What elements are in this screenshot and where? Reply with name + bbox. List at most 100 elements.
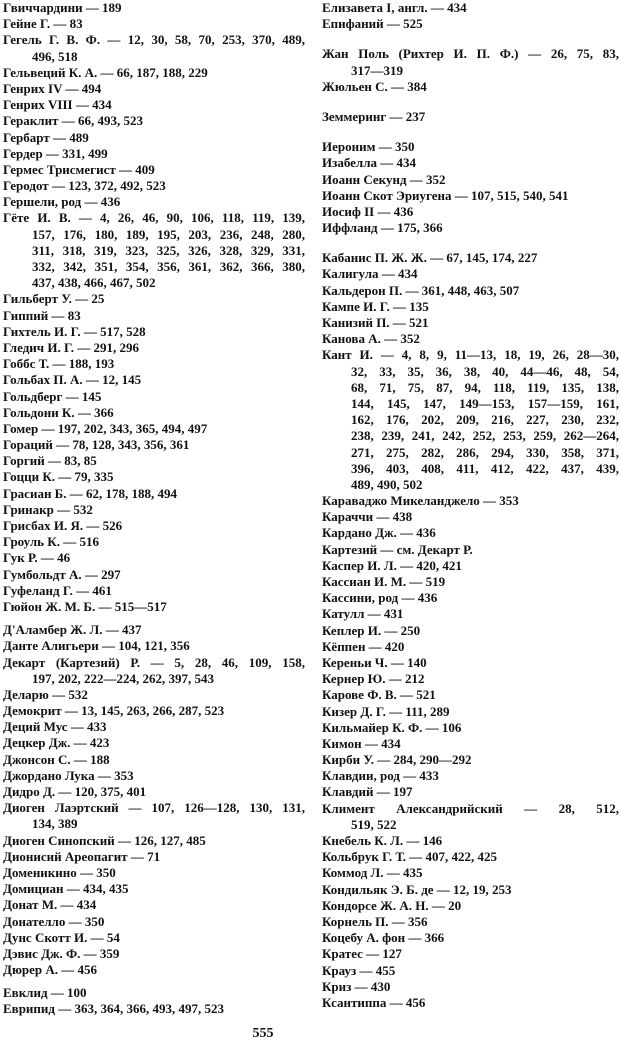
index-entry-line: Деларю — 532 xyxy=(3,686,88,702)
index-entry-continuation: 32, 33, 35, 36, 38, 40, 44—46, 48, 54, xyxy=(351,363,619,379)
index-entry-line: Гейне Г. — 83 xyxy=(3,16,83,32)
index-entry: Кереньи Ч. — 140 xyxy=(322,655,619,671)
index-letter-group: Д'Аламбер Ж. Л. — 437 Данте Алигьери — 10… xyxy=(3,622,305,978)
index-entry-continuation: 437, 438, 466, 467, 502 xyxy=(32,275,156,291)
index-letter-group: Евклид — 100 Еврипид — 363, 364, 366, 493… xyxy=(3,985,305,1017)
index-entry: Климент Александрийский — 28, 512, 519, 5… xyxy=(322,801,619,833)
index-entry-line: Кондорсе Ж. А. Н. — 20 xyxy=(322,897,462,913)
index-entry-line: Гольбах П. А. — 12, 145 xyxy=(3,372,142,388)
index-entry: Кардано Дж. — 436 xyxy=(322,525,619,541)
index-entry: Гильберт У. — 25 xyxy=(3,291,305,307)
index-entry-line: Канова А. — 352 xyxy=(322,331,420,347)
index-entry-line: Дидро Д. — 120, 375, 401 xyxy=(3,784,147,799)
index-entry-line: Иоанн Секунд — 352 xyxy=(322,171,446,187)
index-entry-line: Гермес Трисмегист — 409 xyxy=(3,161,155,177)
index-entry-line: Иосиф II — 436 xyxy=(322,203,414,219)
index-entry-line: Горгий — 83, 85 xyxy=(3,453,97,469)
index-entry: Децкер Дж. — 423 xyxy=(3,735,305,751)
index-entry-continuation: 271, 275, 282, 286, 294, 330, 358, 371, xyxy=(351,444,619,460)
index-entry: Караваджо Микеланджело — 353 xyxy=(322,493,619,509)
index-entry: Гераклит — 66, 493, 523 xyxy=(3,113,305,129)
index-entry: Кольбрук Г. Т. — 407, 422, 425 xyxy=(322,849,619,865)
index-entry: Гельвеций К. А. — 66, 187, 188, 229 xyxy=(3,65,305,81)
index-entry: Гейне Г. — 83 xyxy=(3,16,305,32)
index-entry: Гледич И. Г. — 291, 296 xyxy=(3,340,305,356)
index-entry: Земмеринг — 237 xyxy=(322,109,619,125)
index-entry: Дэвис Дж. Ф. — 359 xyxy=(3,946,305,962)
index-entry: Кабанис П. Ж. Ж. — 67, 145, 174, 227 xyxy=(322,250,619,266)
index-entry: Дионисий Ареопагит — 71 xyxy=(3,849,305,865)
index-entry-line: Демокрит — 13, 145, 263, 266, 287, 523 xyxy=(3,703,225,719)
index-entry: Данте Алигьери — 104, 121, 356 xyxy=(3,638,305,654)
index-entry: Гермес Трисмегист — 409 xyxy=(3,162,305,178)
index-entry-line: Канизий П. — 521 xyxy=(322,315,429,330)
index-entry-line: Кассиан И. М. — 519 xyxy=(322,574,446,589)
index-entry-line: Ксантиппа — 456 xyxy=(322,994,426,1010)
index-letter-group: Елизавета I, англ. — 434 Епифаний — 525 xyxy=(322,0,619,32)
index-entry-line: Клавдии, род — 433 xyxy=(322,768,439,784)
index-entry-line: Кирби У. — 284, 290—292 xyxy=(322,752,472,768)
index-entry: Доменикино — 350 xyxy=(3,865,305,881)
index-column-right: Елизавета I, англ. — 434 Епифаний — 525 Жа… xyxy=(322,0,619,1011)
index-entry: Деций Мус — 433 xyxy=(3,719,305,735)
index-entry: Грисбах И. Я. — 526 xyxy=(3,518,305,534)
index-entry-line: Деций Мус — 433 xyxy=(3,719,107,735)
index-entry-line: Крауз — 455 xyxy=(322,962,396,978)
index-entry-line: Земмеринг — 237 xyxy=(322,108,426,124)
index-entry-line: Гюйон Ж. М. Б. — 515—517 xyxy=(3,598,167,614)
index-entry: Корнель П. — 356 xyxy=(322,914,619,930)
index-entry: Иоанн Скот Эриугена — 107, 515, 540, 541 xyxy=(322,188,619,204)
index-entry-line: Дюрер А. — 456 xyxy=(3,962,97,978)
index-entry-line: Гербарт — 489 xyxy=(3,129,89,145)
index-entry: Демокрит — 13, 145, 263, 266, 287, 523 xyxy=(3,703,305,719)
index-entry-line: Генрих IV — 494 xyxy=(3,80,102,96)
index-entry: Гринакр — 532 xyxy=(3,502,305,518)
index-entry-line: Гораций — 78, 128, 343, 356, 361 xyxy=(3,437,190,453)
index-entry-line: Донателло — 350 xyxy=(3,913,105,929)
index-entry: Генрих VIII — 434 xyxy=(3,97,305,113)
index-entry: Донат М. — 434 xyxy=(3,897,305,913)
index-entry: Кассиан И. М. — 519 xyxy=(322,574,619,590)
index-entry: Иероним — 350 xyxy=(322,139,619,155)
index-entry: Диоген Синопский — 126, 127, 485 xyxy=(3,833,305,849)
index-entry: Жан Поль (Рихтер И. П. Ф.) — 26, 75, 83,… xyxy=(322,46,619,78)
index-entry: Жюльен С. — 384 xyxy=(322,79,619,95)
index-entry-line: Кереньи Ч. — 140 xyxy=(322,654,427,670)
index-entry-line: Гринакр — 532 xyxy=(3,501,93,517)
index-entry-line: Диоген Синопский — 126, 127, 485 xyxy=(3,832,206,848)
index-entry: Гольдони К. — 366 xyxy=(3,405,305,421)
index-entry-line: Корнель П. — 356 xyxy=(322,913,428,929)
index-entry-continuation: 197, 202, 222—224, 262, 397, 543 xyxy=(32,670,214,686)
index-entry-continuation: 68, 71, 75, 87, 94, 118, 119, 135, 138, xyxy=(351,379,619,395)
index-entry: Кильмайер К. Ф. — 106 xyxy=(322,720,619,736)
index-entry: Калигула — 434 xyxy=(322,266,619,282)
index-entry-line: Кеплер И. — 250 xyxy=(322,622,421,638)
index-entry: Епифаний — 525 xyxy=(322,16,619,32)
index-entry-line: Кант И. — 4, 8, 9, 11—13, 18, 19, 26, 28… xyxy=(322,347,619,363)
index-entry: Джордано Лука — 353 xyxy=(3,768,305,784)
index-entry-line: Караччи — 438 xyxy=(322,509,413,525)
index-entry-line: Кильмайер К. Ф. — 106 xyxy=(322,719,462,735)
index-entry-line: Домициан — 434, 435 xyxy=(3,881,129,897)
index-entry-line: Гиппий — 83 xyxy=(3,307,81,323)
index-entry-line: Донат М. — 434 xyxy=(3,897,97,913)
index-entry: Геродот — 123, 372, 492, 523 xyxy=(3,178,305,194)
index-letter-group: Жан Поль (Рихтер И. П. Ф.) — 26, 75, 83,… xyxy=(322,46,619,95)
index-entry-line: Гильберт У. — 25 xyxy=(3,291,105,307)
index-entry-line: Гегель Г. В. Ф. — 12, 30, 58, 70, 253, 3… xyxy=(3,32,305,48)
index-entry: Гоцци К. — 79, 335 xyxy=(3,469,305,485)
index-entry-line: Грасиан Б. — 62, 178, 188, 494 xyxy=(3,485,178,501)
index-entry: Караччи — 438 xyxy=(322,509,619,525)
index-entry: Донателло — 350 xyxy=(3,914,305,930)
index-entry-line: Кольбрук Г. Т. — 407, 422, 425 xyxy=(322,849,497,865)
index-entry: Гиппий — 83 xyxy=(3,308,305,324)
index-entry: Кирби У. — 284, 290—292 xyxy=(322,752,619,768)
index-entry-line: Дионисий Ареопагит — 71 xyxy=(3,848,161,864)
index-entry: Кизер Д. Г. — 111, 289 xyxy=(322,704,619,720)
index-entry: Генрих IV — 494 xyxy=(3,81,305,97)
index-entry-continuation: 238, 239, 241, 242, 252, 253, 259, 262—2… xyxy=(351,428,619,444)
index-entry: Иосиф II — 436 xyxy=(322,204,619,220)
index-entry-line: Гроуль К. — 516 xyxy=(3,534,99,550)
index-entry: Иоанн Секунд — 352 xyxy=(322,172,619,188)
index-entry: Канизий П. — 521 xyxy=(322,315,619,331)
